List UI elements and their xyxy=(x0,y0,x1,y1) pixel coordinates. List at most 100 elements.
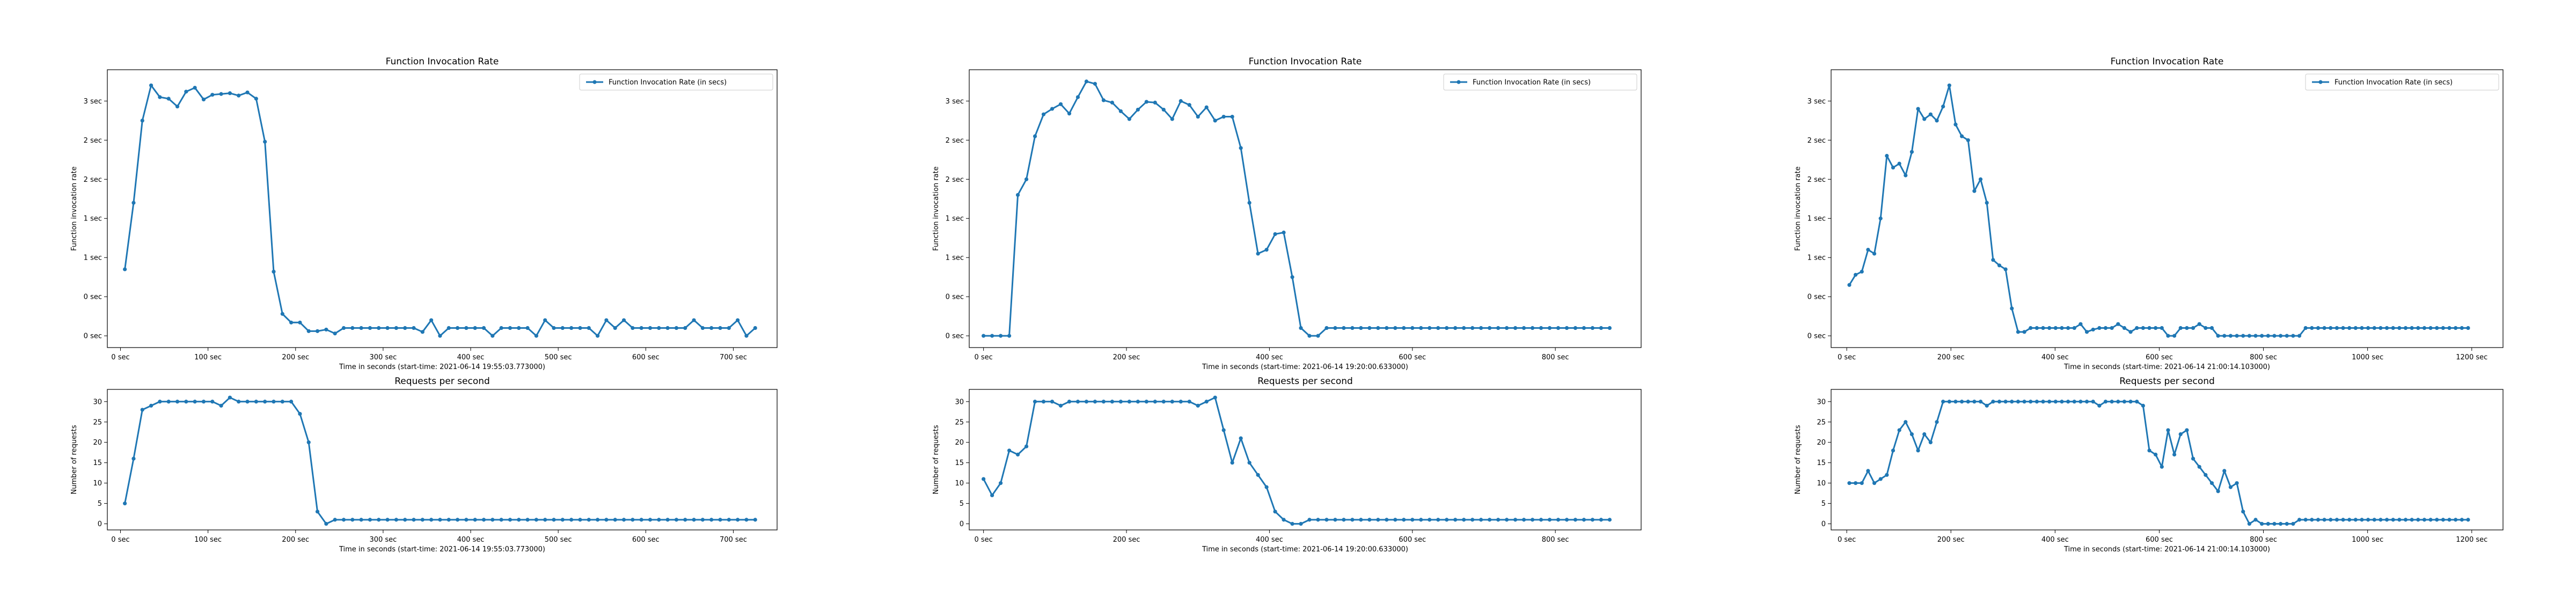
data-point xyxy=(368,518,372,522)
plot-frame xyxy=(969,69,1642,348)
data-point xyxy=(1436,518,1440,522)
data-point xyxy=(1144,400,1148,404)
x-tick-label: 400 sec xyxy=(457,353,485,362)
y-tick-label: 1 sec xyxy=(946,254,964,262)
data-point xyxy=(1385,518,1389,522)
data-point xyxy=(1590,518,1595,522)
data-point xyxy=(149,83,153,87)
data-point xyxy=(245,400,250,404)
data-point xyxy=(508,518,513,522)
data-point xyxy=(1110,100,1114,105)
data-point xyxy=(2060,326,2064,330)
data-point xyxy=(1872,252,1877,256)
plot-frame xyxy=(1831,389,2504,530)
data-point xyxy=(2016,330,2021,334)
x-tick-label: 800 sec xyxy=(1542,536,1569,544)
data-point xyxy=(1187,103,1191,107)
y-tick-label: 0 xyxy=(1821,520,1826,528)
data-point xyxy=(123,267,127,271)
data-point xyxy=(2091,400,2095,404)
data-point xyxy=(1144,100,1148,104)
data-point xyxy=(2084,330,2089,334)
data-point xyxy=(2291,334,2295,338)
data-point xyxy=(587,518,591,522)
y-tick-label: 0 sec xyxy=(946,293,964,301)
data-point xyxy=(543,318,547,322)
data-point xyxy=(2360,326,2364,330)
x-tick-label: 600 sec xyxy=(632,353,660,362)
data-point xyxy=(1496,326,1501,330)
data-point xyxy=(1075,95,1080,99)
data-point xyxy=(525,518,530,522)
data-point xyxy=(2097,326,2102,330)
data-point xyxy=(1282,518,1286,522)
data-point xyxy=(473,326,477,330)
data-point xyxy=(359,326,363,330)
data-point xyxy=(1041,112,1046,116)
data-point xyxy=(2016,400,2021,404)
data-point xyxy=(1058,102,1063,106)
data-point xyxy=(2353,518,2358,522)
data-point xyxy=(1978,400,1983,404)
data-point xyxy=(263,400,267,404)
data-point xyxy=(1127,400,1131,404)
y-tick-label: 3 sec xyxy=(84,98,102,106)
data-point xyxy=(219,403,223,408)
data-point xyxy=(254,97,258,101)
data-point xyxy=(333,331,337,336)
data-point xyxy=(2222,334,2227,338)
data-point xyxy=(1564,326,1569,330)
data-point xyxy=(210,400,215,404)
data-point xyxy=(280,312,284,316)
data-point xyxy=(2010,400,2014,404)
data-point xyxy=(1402,326,1406,330)
data-point xyxy=(280,400,284,404)
data-point xyxy=(166,97,171,101)
data-point xyxy=(2235,481,2239,485)
data-point xyxy=(990,493,994,498)
series-line xyxy=(1848,84,2468,337)
data-point xyxy=(1997,400,2002,404)
data-point xyxy=(1847,283,1851,287)
data-point xyxy=(1966,400,1970,404)
data-point xyxy=(1505,518,1509,522)
data-point xyxy=(1230,461,1234,465)
data-point xyxy=(447,518,451,522)
data-point xyxy=(1547,326,1552,330)
data-point xyxy=(1953,122,1958,127)
data-point xyxy=(1966,138,1970,142)
data-point xyxy=(228,395,232,400)
data-point xyxy=(341,518,346,522)
data-point xyxy=(2204,473,2208,477)
data-point xyxy=(1307,334,1312,338)
data-point xyxy=(2197,464,2201,469)
data-point xyxy=(1539,518,1543,522)
data-point xyxy=(1991,400,1995,404)
data-point xyxy=(1590,326,1595,330)
data-point xyxy=(2441,518,2445,522)
data-point xyxy=(2303,326,2308,330)
data-point xyxy=(2397,518,2402,522)
data-point xyxy=(657,518,661,522)
y-axis-label: Function invocation rate xyxy=(932,166,940,250)
data-point xyxy=(385,326,390,330)
data-point xyxy=(2291,522,2295,526)
data-point xyxy=(1941,104,1945,109)
data-point xyxy=(552,326,556,330)
data-point xyxy=(2247,522,2251,526)
data-point xyxy=(1599,326,1604,330)
data-point xyxy=(193,85,197,90)
data-point xyxy=(1127,117,1131,121)
data-point xyxy=(1256,473,1260,477)
data-point xyxy=(1599,518,1604,522)
data-point xyxy=(2303,518,2308,522)
data-point xyxy=(1470,326,1475,330)
data-point xyxy=(2178,432,2183,437)
x-tick-label: 0 sec xyxy=(974,536,992,544)
data-point xyxy=(2185,428,2189,432)
data-point xyxy=(166,400,171,404)
x-tick-label: 1200 sec xyxy=(2456,353,2487,362)
data-point xyxy=(982,334,986,338)
data-point xyxy=(491,334,495,338)
